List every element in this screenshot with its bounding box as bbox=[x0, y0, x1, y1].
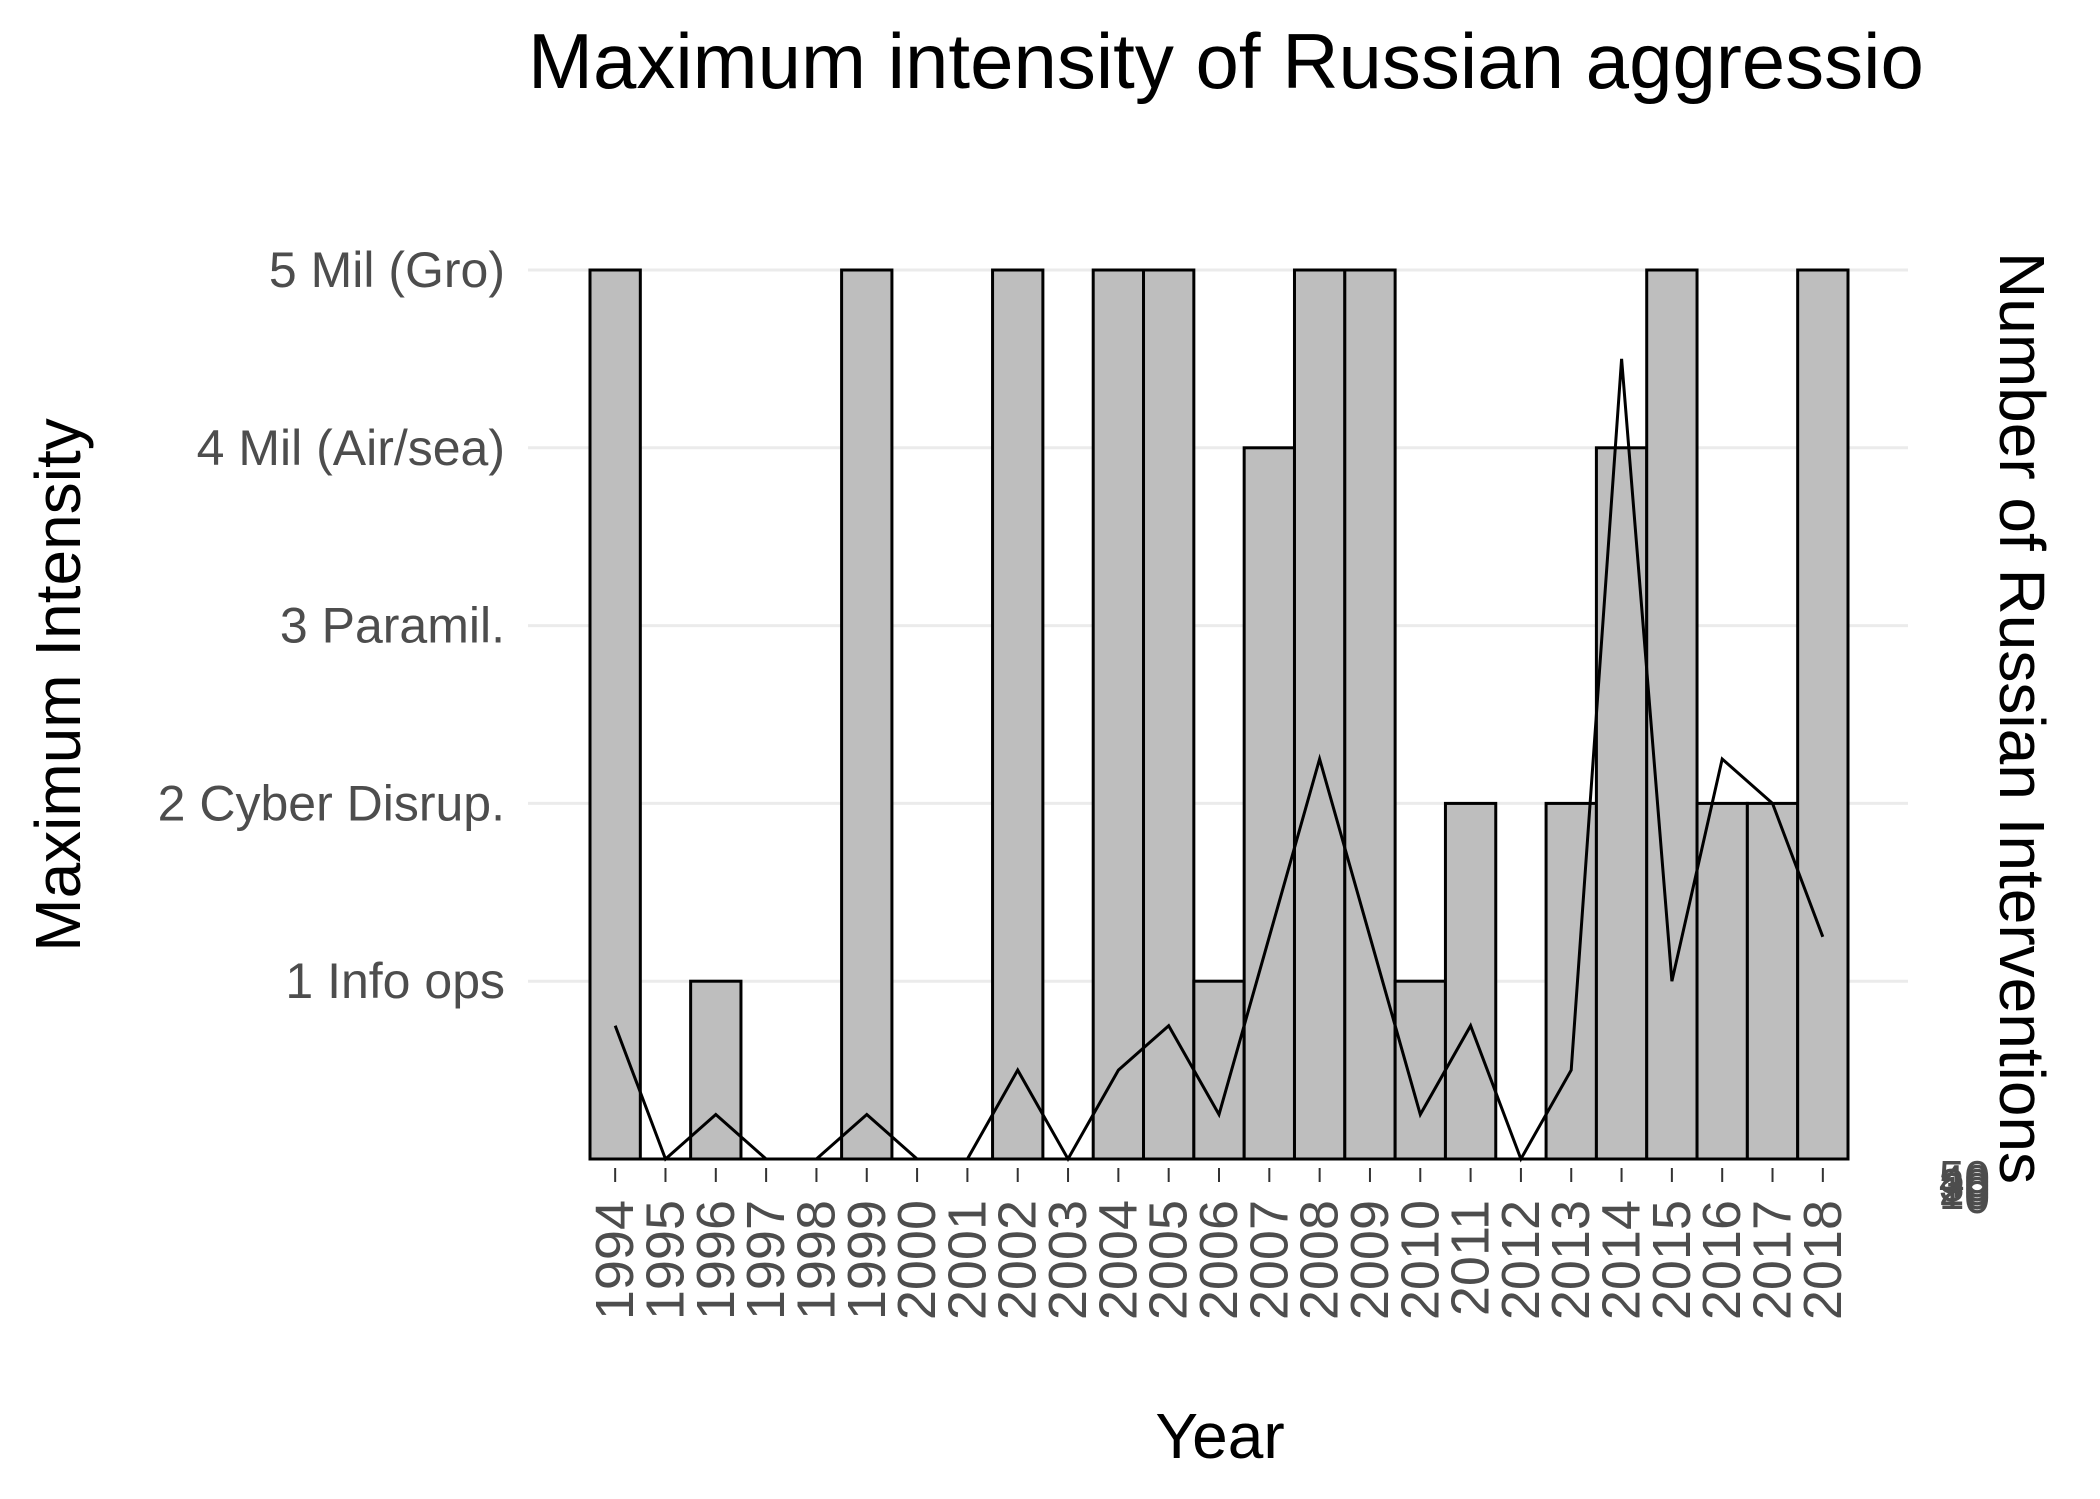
x-tick-label: 2001 bbox=[937, 1200, 997, 1320]
x-tick-label: 2005 bbox=[1139, 1200, 1199, 1320]
x-axis-title: Year bbox=[1155, 1400, 1284, 1472]
y2-tick-label: 10 bbox=[1939, 1167, 1990, 1219]
x-tick-label: 2016 bbox=[1692, 1200, 1752, 1320]
y-axis-title: Maximum Intensity bbox=[22, 418, 94, 951]
y2-tick-label: 20 bbox=[1939, 1163, 1990, 1215]
x-tick-label: 1996 bbox=[686, 1200, 746, 1320]
bar bbox=[1796, 268, 1850, 1161]
y-tick-label: 2 Cyber Disrup. bbox=[158, 775, 505, 831]
x-tick-label: 2008 bbox=[1290, 1200, 1350, 1320]
y2-tick-label: 40 bbox=[1939, 1155, 1990, 1207]
bar bbox=[1594, 446, 1649, 1161]
bar bbox=[588, 268, 642, 1161]
y2-tick-label: 0 bbox=[1964, 1171, 1990, 1223]
x-tick-label: 1994 bbox=[585, 1200, 645, 1320]
x-tick-label: 1997 bbox=[736, 1200, 796, 1320]
bar bbox=[1544, 801, 1598, 1161]
x-tick-label: 2018 bbox=[1793, 1200, 1853, 1320]
y-tick-label: 3 Paramil. bbox=[280, 598, 505, 654]
y2-axis-title: Number of Russian Interventions bbox=[1986, 252, 2058, 1184]
x-tick-label: 2015 bbox=[1642, 1200, 1702, 1320]
intervention-series-line bbox=[613, 358, 1825, 1163]
bar bbox=[689, 979, 743, 1161]
bar bbox=[1292, 268, 1347, 1161]
x-tick-label: 2010 bbox=[1390, 1200, 1450, 1320]
bar bbox=[1645, 268, 1699, 1161]
y2-tick-label: 50 bbox=[1939, 1151, 1990, 1203]
x-tick-label: 2014 bbox=[1592, 1200, 1652, 1320]
bar bbox=[1745, 801, 1800, 1161]
x-tick-label: 2013 bbox=[1541, 1200, 1601, 1320]
bar bbox=[1343, 268, 1397, 1161]
chart-title: Maximum intensity of Russian aggressio bbox=[528, 17, 1924, 105]
y2-tick-label: 30 bbox=[1939, 1159, 1990, 1211]
x-tick-label: 2009 bbox=[1340, 1200, 1400, 1320]
bar bbox=[1242, 446, 1296, 1161]
bar bbox=[1142, 268, 1196, 1161]
y-tick-label: 1 Info ops bbox=[285, 953, 505, 1009]
y-tick-label: 4 Mil (Air/sea) bbox=[197, 420, 505, 476]
bar bbox=[991, 268, 1045, 1161]
bars bbox=[588, 268, 1850, 1161]
x-tick-label: 2003 bbox=[1038, 1200, 1098, 1320]
x-tick-label: 2002 bbox=[988, 1200, 1048, 1320]
bar bbox=[1695, 801, 1749, 1161]
intervention-line bbox=[613, 358, 1825, 1163]
x-tick-label: 1998 bbox=[786, 1200, 846, 1320]
x-tick-label: 2017 bbox=[1743, 1200, 1803, 1320]
x-tick-label: 2012 bbox=[1491, 1200, 1551, 1320]
x-tick-labels: 1994199519961997199819992000200120022003… bbox=[585, 1168, 1853, 1320]
x-tick-label: 2011 bbox=[1441, 1200, 1501, 1316]
bar bbox=[1393, 979, 1447, 1161]
bar bbox=[840, 268, 894, 1161]
x-tick-label: 2000 bbox=[887, 1200, 947, 1320]
y-tick-labels: 1 Info ops 2 Cyber Disrup. 3 Paramil. 4 Mil… bbox=[158, 242, 505, 1009]
x-tick-label: 2006 bbox=[1189, 1200, 1249, 1320]
x-tick-label: 1995 bbox=[636, 1200, 696, 1320]
x-tick-label: 2007 bbox=[1239, 1200, 1299, 1320]
bar bbox=[1443, 801, 1498, 1161]
y-tick-label: 5 Mil (Gro) bbox=[269, 242, 505, 298]
bar bbox=[1192, 979, 1246, 1161]
x-tick-label: 1999 bbox=[837, 1200, 897, 1320]
x-tick-label: 2004 bbox=[1088, 1200, 1148, 1320]
bar bbox=[1091, 268, 1146, 1161]
